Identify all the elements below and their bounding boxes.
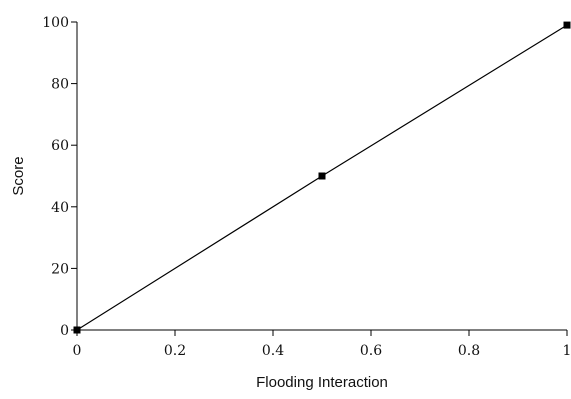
x-tick-label: 0.2 [164,343,186,359]
axes [76,22,567,331]
data-point-marker [73,326,81,334]
data-point-marker [563,21,571,29]
series-layer [73,21,571,334]
y-tick-label: 60 [51,138,69,154]
y-tick-label: 40 [51,200,69,216]
x-axis-title: Flooding Interaction [256,374,388,391]
x-axis-ticks: 0 0.2 0.4 0.6 0.8 1 [73,330,571,359]
x-tick-label: 1 [563,343,571,359]
x-tick-label: 0.4 [262,343,284,359]
x-tick-label: 0 [73,343,82,359]
data-point-marker [318,172,326,180]
x-tick-label: 0.8 [458,343,480,359]
y-tick-label: 100 [42,15,69,31]
y-tick-label: 20 [51,261,69,277]
x-tick-label: 0.6 [360,343,382,359]
y-axis-ticks: 0 20 40 60 80 100 [42,15,77,339]
y-tick-label: 0 [60,323,69,339]
y-tick-label: 80 [51,77,69,93]
y-axis-title: Score [10,156,27,195]
